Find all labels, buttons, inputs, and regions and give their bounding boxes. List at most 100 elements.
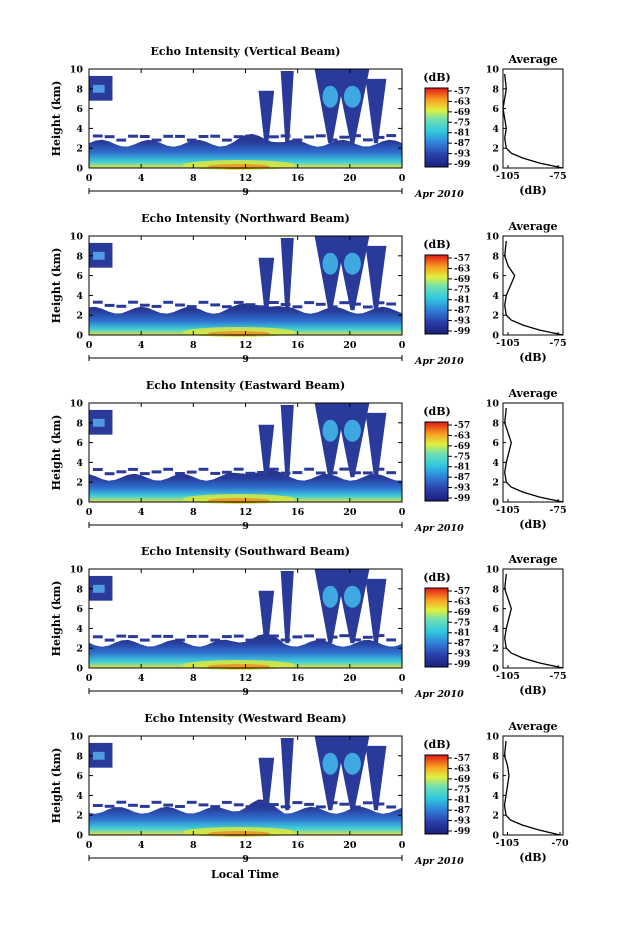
colorbar-tick-label: -81 bbox=[454, 629, 470, 639]
echo-cell bbox=[257, 471, 267, 474]
colorbar-tick-label: -57 bbox=[454, 87, 470, 97]
echo-cell bbox=[222, 305, 232, 309]
echo-cell bbox=[222, 470, 232, 474]
echo-cell bbox=[139, 135, 150, 138]
plume-core-3 bbox=[343, 419, 361, 442]
y-tick-label: 10 bbox=[70, 565, 84, 576]
x-tick-label: 4 bbox=[138, 840, 145, 851]
echo-cell bbox=[257, 138, 267, 142]
heatmap bbox=[89, 736, 402, 838]
echo-cell bbox=[186, 305, 197, 309]
profile-y-tick-label: 8 bbox=[492, 751, 499, 762]
colorbar-tick-label: -63 bbox=[454, 431, 470, 441]
echo-cell bbox=[198, 467, 209, 471]
profile-title: Average bbox=[507, 553, 557, 566]
profile-x-tick-label: -105 bbox=[496, 505, 520, 516]
echo-cell bbox=[245, 134, 256, 138]
echo-cell bbox=[269, 301, 279, 304]
panel-title: Echo Intensity (Southward Beam) bbox=[141, 545, 350, 558]
profile-y-tick-label: 6 bbox=[492, 438, 499, 449]
profile-title: Average bbox=[507, 220, 557, 233]
echo-cell bbox=[351, 134, 361, 138]
colorbar-tick-label: -69 bbox=[454, 608, 470, 618]
echo-cell bbox=[292, 635, 303, 639]
echo-cell bbox=[163, 134, 174, 138]
colorbar-title: (dB) bbox=[423, 71, 450, 84]
profile-x-tick-label: -75 bbox=[549, 171, 566, 182]
profile-y-tick-label: 4 bbox=[492, 291, 499, 302]
y-tick-label: 8 bbox=[76, 84, 83, 95]
colorbar-tick-label: -69 bbox=[454, 275, 470, 285]
x-axis-label: Local Time bbox=[211, 868, 279, 881]
plume-0 bbox=[258, 257, 275, 311]
echo-cell bbox=[128, 467, 138, 471]
echo-cell bbox=[362, 635, 373, 639]
x-tick-label: 0 bbox=[399, 340, 406, 351]
profile-x-label: (dB) bbox=[519, 184, 546, 197]
echo-cell bbox=[304, 301, 314, 305]
heatmap bbox=[89, 403, 402, 505]
y-axis-label: Height (km) bbox=[50, 748, 63, 824]
echo-cell bbox=[116, 800, 127, 804]
x-tick-label: 16 bbox=[291, 840, 305, 851]
echo-cell bbox=[92, 134, 103, 138]
echo-cell bbox=[269, 467, 279, 471]
echo-cell bbox=[374, 301, 385, 305]
y-tick-label: 8 bbox=[76, 751, 83, 762]
colorbar-tick-label: -87 bbox=[454, 306, 470, 316]
profile-y-tick-label: 0 bbox=[492, 831, 499, 842]
plume-4 bbox=[365, 745, 387, 811]
colorbar-tick-label: -93 bbox=[454, 484, 470, 494]
colorbar-tick-label: -99 bbox=[454, 160, 470, 170]
x-tick-label: 8 bbox=[190, 840, 197, 851]
x-tick-label: 0 bbox=[399, 173, 406, 184]
x-tick-label: 0 bbox=[399, 507, 406, 518]
upper-echo-core bbox=[92, 418, 105, 427]
profile-y-tick-label: 4 bbox=[492, 624, 499, 635]
colorbar-tick-label: -93 bbox=[454, 817, 470, 827]
x-tick-label: 12 bbox=[239, 840, 252, 851]
y-tick-label: 4 bbox=[76, 458, 83, 469]
plume-core-2 bbox=[322, 85, 339, 108]
echo-cell bbox=[175, 638, 185, 642]
y-tick-label: 6 bbox=[76, 604, 83, 615]
echo-cell bbox=[386, 134, 397, 138]
profile-frame bbox=[502, 68, 564, 169]
profile-y-tick-label: 6 bbox=[492, 604, 499, 615]
boundary-layer-echo bbox=[89, 633, 402, 668]
date-day: 9 bbox=[242, 854, 249, 865]
plume-1 bbox=[280, 405, 294, 478]
profile-y-tick-label: 0 bbox=[492, 664, 499, 675]
colorbar bbox=[424, 87, 449, 168]
echo-cell bbox=[269, 803, 279, 807]
x-tick-label: 12 bbox=[239, 173, 252, 184]
date-label: Apr 2010 bbox=[414, 356, 464, 367]
echo-cell bbox=[339, 802, 350, 806]
plume-4 bbox=[365, 578, 387, 644]
echo-cell bbox=[104, 638, 115, 642]
echo-cell bbox=[116, 634, 127, 638]
colorbar bbox=[424, 587, 449, 668]
colorbar bbox=[424, 754, 449, 835]
echo-cell bbox=[233, 300, 244, 304]
echo-cell bbox=[128, 803, 138, 807]
echo-cell bbox=[339, 301, 350, 305]
echo-cell bbox=[104, 135, 115, 139]
echo-cell bbox=[339, 634, 350, 638]
echo-cell bbox=[92, 300, 103, 304]
echo-cell bbox=[362, 471, 373, 475]
colorbar-tick-label: -87 bbox=[454, 473, 470, 483]
profile-y-tick-label: 0 bbox=[492, 331, 499, 342]
echo-cell bbox=[351, 805, 361, 809]
date-label: Apr 2010 bbox=[414, 189, 464, 200]
profile-frame bbox=[502, 568, 564, 669]
echo-cell bbox=[139, 303, 150, 307]
colorbar-tick-label: -75 bbox=[454, 285, 470, 295]
upper-echo-core bbox=[92, 84, 105, 93]
echo-cell bbox=[245, 303, 256, 307]
echo-cell bbox=[362, 138, 373, 142]
echo-cell bbox=[233, 135, 244, 139]
colorbar-tick-label: -57 bbox=[454, 254, 470, 264]
colorbar-tick-label: -93 bbox=[454, 150, 470, 160]
